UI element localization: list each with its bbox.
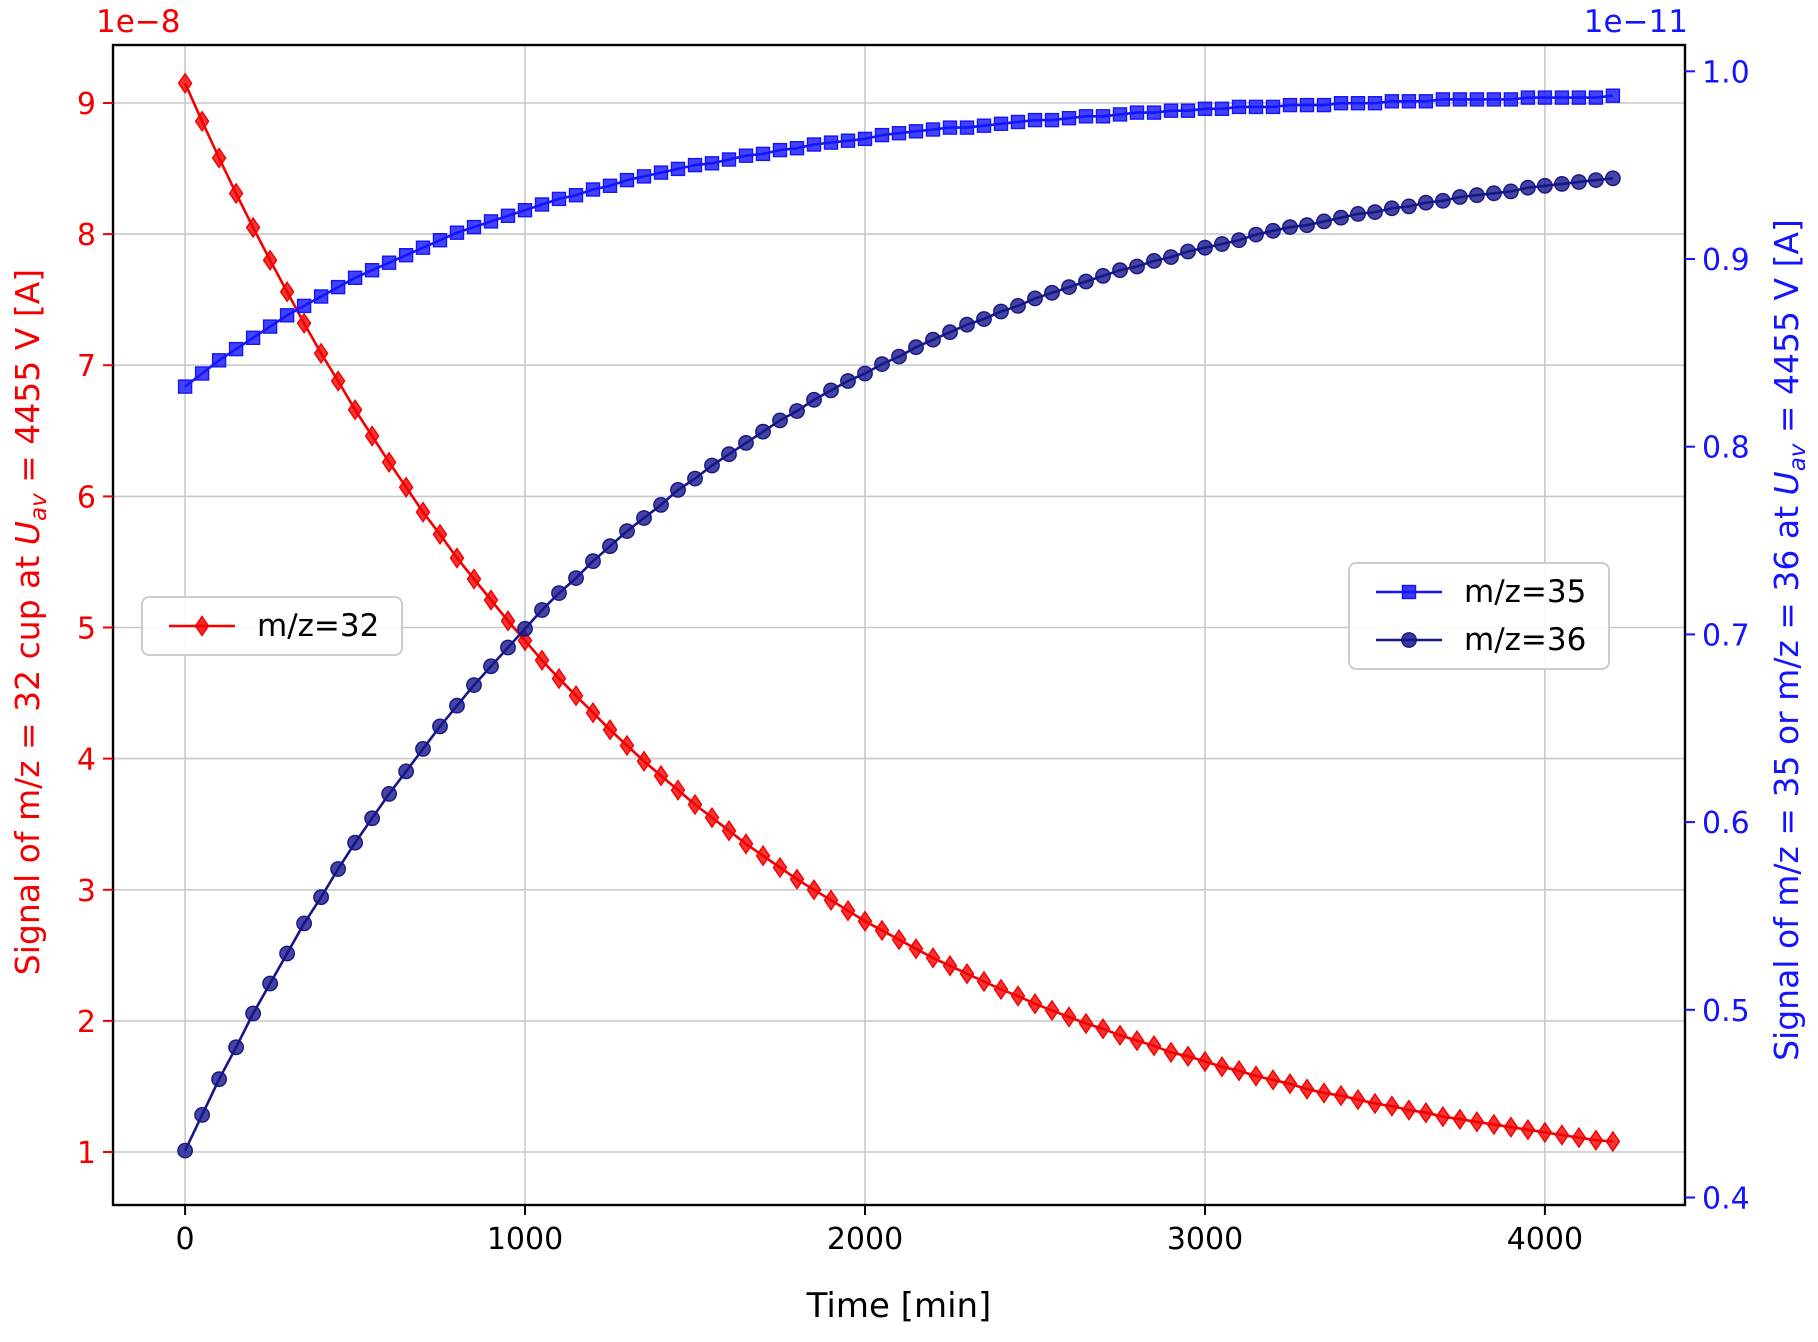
svg-text:9: 9 xyxy=(77,87,96,122)
legend-item: m/z=36 xyxy=(1372,622,1586,658)
series-markers-diamond xyxy=(177,72,1621,1153)
legend-marker-square-icon xyxy=(1376,584,1442,600)
legend-label: m/z=36 xyxy=(1464,622,1587,658)
svg-text:2: 2 xyxy=(77,1005,96,1040)
svg-text:1: 1 xyxy=(77,1136,96,1171)
legend-label: m/z=32 xyxy=(257,608,380,644)
legend-label: m/z=35 xyxy=(1464,574,1587,610)
svg-text:3000: 3000 xyxy=(1167,1222,1243,1257)
right-axis-label: Signal of m/z = 35 or m/z = 36 at Uav = … xyxy=(1767,219,1811,1061)
right-y-ticks xyxy=(1685,70,1695,1199)
svg-text:4000: 4000 xyxy=(1507,1222,1583,1257)
legend-mz35-mz36: m/z=35 m/z=36 xyxy=(1348,562,1611,670)
right-axis-label-var: U xyxy=(1767,471,1806,496)
left-axis-label: Signal of m/z = 32 cup at Uav = 4455 V [… xyxy=(8,269,52,975)
right-y-tick-labels: 0.4 0.5 0.6 0.7 0.8 0.9 1.0 xyxy=(1702,55,1750,1216)
right-axis-label-sub: av xyxy=(1785,443,1811,472)
svg-text:6: 6 xyxy=(77,480,96,515)
svg-text:4: 4 xyxy=(77,743,96,778)
left-axis-offset-text: 1e−8 xyxy=(96,4,181,40)
svg-text:8: 8 xyxy=(77,218,96,253)
legend-mz32: m/z=32 xyxy=(141,596,404,656)
right-axis-label-post: = 4455 V [A] xyxy=(1767,219,1806,444)
series-markers-square xyxy=(177,88,1621,394)
svg-text:0: 0 xyxy=(176,1222,195,1257)
svg-text:5: 5 xyxy=(77,612,96,647)
left-y-tick-labels: 1 2 3 4 5 6 7 8 9 xyxy=(77,87,96,1171)
left-axis-label-sub: av xyxy=(26,493,52,522)
svg-text:0.4: 0.4 xyxy=(1702,1182,1750,1217)
right-axis-label-text: Signal of m/z = 35 or m/z = 36 at xyxy=(1767,495,1806,1061)
svg-text:3: 3 xyxy=(77,874,96,909)
x-ticks xyxy=(184,1205,1546,1215)
legend-item: m/z=32 xyxy=(165,608,379,644)
left-axis-label-var: U xyxy=(8,521,47,546)
left-axis-label-post: = 4455 V [A] xyxy=(8,268,47,494)
svg-text:0.6: 0.6 xyxy=(1702,806,1750,841)
legend-marker-diamond-icon xyxy=(169,615,235,637)
x-tick-labels: 0 1000 2000 3000 4000 xyxy=(176,1222,1584,1257)
svg-text:0.8: 0.8 xyxy=(1702,431,1750,466)
svg-text:2000: 2000 xyxy=(827,1222,903,1257)
svg-text:0.9: 0.9 xyxy=(1702,243,1750,278)
series-markers-circle xyxy=(177,170,1621,1159)
legend-item: m/z=35 xyxy=(1372,574,1586,610)
svg-text:0.5: 0.5 xyxy=(1702,994,1750,1029)
legend-marker-circle-icon xyxy=(1376,632,1442,648)
right-axis-offset-text: 1e−11 xyxy=(1583,4,1688,40)
svg-text:7: 7 xyxy=(77,349,96,384)
left-y-ticks xyxy=(103,102,113,1153)
plot-frame xyxy=(111,43,1687,1207)
x-axis-label: Time [min] xyxy=(806,1286,992,1326)
svg-text:1000: 1000 xyxy=(487,1222,563,1257)
left-axis-label-text: Signal of m/z = 32 cup at xyxy=(8,545,47,976)
svg-text:1.0: 1.0 xyxy=(1702,55,1750,90)
svg-text:0.7: 0.7 xyxy=(1702,618,1750,653)
